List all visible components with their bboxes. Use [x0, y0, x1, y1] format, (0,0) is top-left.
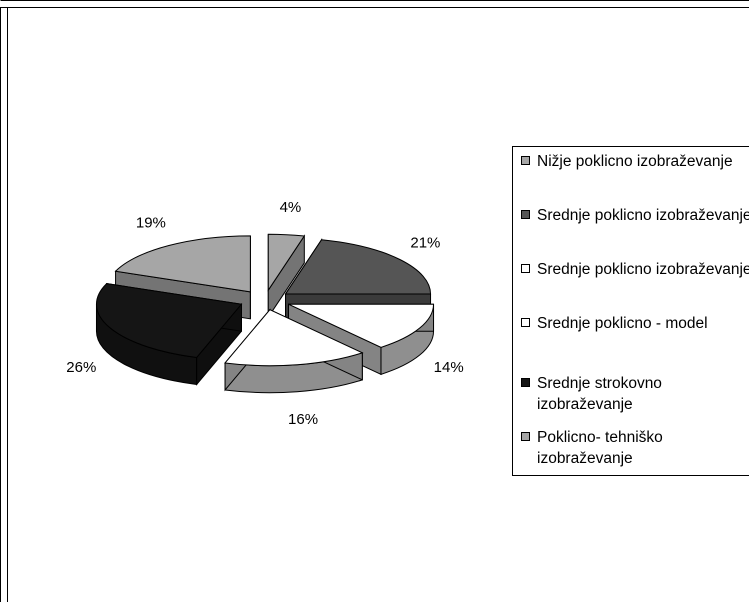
pie-slice-top: [267, 233, 306, 292]
legend-swatch: [521, 378, 530, 387]
pie-slice-top: [224, 309, 364, 367]
legend-swatch: [521, 156, 530, 165]
legend-swatch: [521, 210, 530, 219]
pie-slice-4: [224, 308, 364, 394]
pie-slice-5: [95, 283, 243, 386]
pie-slice-top: [96, 283, 243, 358]
data-label-3: 14%: [434, 359, 464, 376]
legend-label: Srednje strokovno izobraževanje: [537, 375, 662, 413]
legend-swatch: [521, 318, 530, 327]
data-label-2: 21%: [410, 234, 440, 251]
data-label-4: 16%: [288, 411, 318, 428]
pie-slices: [95, 233, 435, 394]
legend-label: Srednje poklicno - model: [537, 315, 708, 332]
pie-slice-1: [267, 233, 306, 319]
legend-label: Poklicno- tehniško izobraževanje: [537, 429, 663, 467]
legend: Nižje poklicno izobraževanje Srednje pokl…: [512, 146, 749, 476]
legend-label: Srednje poklicno izobraževanje: [537, 207, 749, 224]
legend-swatch: [521, 264, 530, 273]
pie-slice-top: [288, 303, 435, 348]
data-label-6: 19%: [136, 214, 166, 231]
data-label-5: 26%: [66, 359, 96, 376]
pie-slice-top: [284, 239, 432, 295]
data-label-1: 4%: [280, 199, 302, 216]
pie-data-labels: 4% 21% 14% 16% 26% 19%: [66, 199, 463, 428]
legend-label: Srednje poklicno izobraževanje: [537, 261, 749, 278]
legend-swatch: [521, 432, 530, 441]
legend-label: Nižje poklicno izobraževanje: [537, 153, 733, 170]
pie-slice-top: [114, 235, 251, 293]
